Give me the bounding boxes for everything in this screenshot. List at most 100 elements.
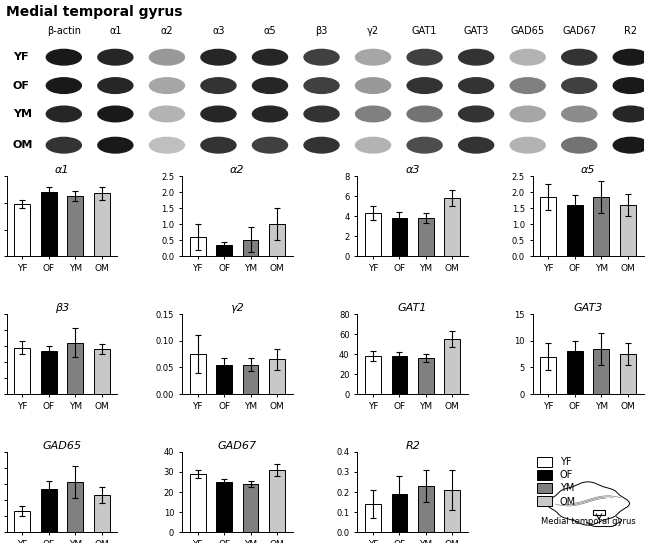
Bar [445, 339, 460, 394]
Bar [190, 474, 205, 532]
Text: Medial temporal gyrus: Medial temporal gyrus [6, 5, 183, 19]
Ellipse shape [304, 106, 339, 122]
Bar [94, 495, 110, 532]
Ellipse shape [304, 49, 339, 65]
Text: GAD65: GAD65 [511, 26, 545, 36]
Text: OF: OF [13, 80, 30, 91]
Bar [269, 470, 285, 532]
Ellipse shape [510, 106, 545, 122]
Bar [567, 205, 583, 256]
Title: GAD67: GAD67 [218, 441, 257, 451]
Ellipse shape [252, 49, 287, 65]
Ellipse shape [252, 137, 287, 153]
Text: OM: OM [13, 140, 33, 150]
Bar [242, 484, 259, 532]
Bar [418, 486, 434, 532]
Legend: YF, OF, YM, OM: YF, OF, YM, OM [538, 457, 576, 507]
Bar [216, 245, 232, 256]
Bar [94, 193, 110, 256]
Ellipse shape [150, 137, 185, 153]
Bar [190, 354, 205, 394]
Ellipse shape [407, 106, 442, 122]
Ellipse shape [252, 78, 287, 93]
Ellipse shape [46, 106, 81, 122]
Ellipse shape [46, 49, 81, 65]
Text: GAD67: GAD67 [562, 26, 596, 36]
Ellipse shape [150, 78, 185, 93]
Ellipse shape [304, 137, 339, 153]
Bar [67, 482, 83, 532]
Bar [540, 357, 556, 394]
Ellipse shape [356, 78, 391, 93]
Bar [67, 196, 83, 256]
Title: γ2: γ2 [231, 303, 244, 313]
Text: GAT3: GAT3 [463, 26, 489, 36]
Text: β-actin: β-actin [47, 26, 81, 36]
Ellipse shape [201, 49, 236, 65]
Bar [41, 351, 57, 394]
Bar [391, 218, 408, 256]
Ellipse shape [459, 106, 493, 122]
Title: GAT3: GAT3 [573, 303, 603, 313]
Text: β3: β3 [315, 26, 328, 36]
Ellipse shape [356, 106, 391, 122]
Ellipse shape [459, 137, 493, 153]
Ellipse shape [98, 137, 133, 153]
Ellipse shape [201, 137, 236, 153]
Bar [540, 197, 556, 256]
Title: GAD65: GAD65 [42, 441, 81, 451]
Ellipse shape [562, 106, 597, 122]
Bar [391, 356, 408, 394]
Bar [269, 359, 285, 394]
Title: α1: α1 [55, 165, 70, 175]
Ellipse shape [304, 78, 339, 93]
Bar [391, 494, 408, 532]
Ellipse shape [407, 78, 442, 93]
Text: α3: α3 [212, 26, 225, 36]
Ellipse shape [459, 78, 493, 93]
Ellipse shape [613, 49, 648, 65]
Ellipse shape [562, 137, 597, 153]
Bar [216, 482, 232, 532]
Bar [418, 218, 434, 256]
Title: α3: α3 [406, 165, 420, 175]
Text: R2: R2 [624, 26, 637, 36]
Ellipse shape [613, 78, 648, 93]
Bar [14, 348, 31, 394]
Bar [269, 224, 285, 256]
Bar [365, 213, 381, 256]
Bar [14, 204, 31, 256]
Ellipse shape [98, 78, 133, 93]
Title: β3: β3 [55, 303, 69, 313]
Ellipse shape [510, 49, 545, 65]
Ellipse shape [98, 49, 133, 65]
Bar [190, 237, 205, 256]
Text: γ2: γ2 [367, 26, 379, 36]
Ellipse shape [613, 106, 648, 122]
Ellipse shape [562, 49, 597, 65]
Ellipse shape [407, 49, 442, 65]
Text: α5: α5 [264, 26, 276, 36]
Title: R2: R2 [405, 441, 420, 451]
Bar [593, 197, 609, 256]
Bar [94, 349, 110, 394]
Bar [41, 489, 57, 532]
Ellipse shape [459, 49, 493, 65]
Ellipse shape [150, 49, 185, 65]
Ellipse shape [407, 137, 442, 153]
Ellipse shape [613, 137, 648, 153]
Title: α5: α5 [580, 165, 595, 175]
Bar [14, 512, 31, 532]
Bar [242, 239, 259, 256]
Ellipse shape [356, 49, 391, 65]
Ellipse shape [150, 106, 185, 122]
Text: YM: YM [13, 109, 32, 119]
Bar [41, 192, 57, 256]
Bar [242, 365, 259, 394]
Ellipse shape [356, 137, 391, 153]
Ellipse shape [201, 78, 236, 93]
Bar [593, 349, 609, 394]
Ellipse shape [46, 137, 81, 153]
Ellipse shape [201, 106, 236, 122]
Text: Medial temporal gyrus: Medial temporal gyrus [541, 517, 636, 526]
